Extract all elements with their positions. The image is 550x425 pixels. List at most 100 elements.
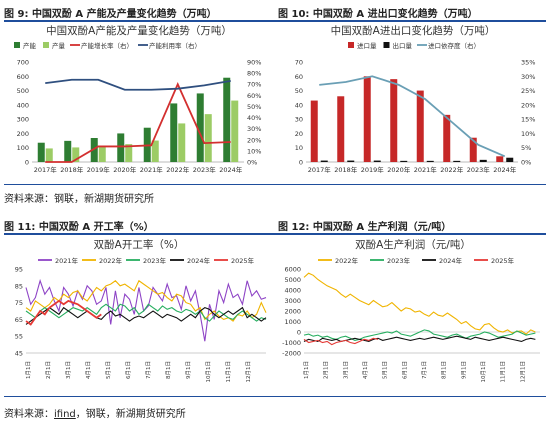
y-tick-right: 30% xyxy=(247,125,261,133)
bar-出口量-2020年 xyxy=(400,160,408,162)
y-tick: 0 xyxy=(297,329,301,337)
y-tick-left: 30 xyxy=(295,116,303,124)
x-tick-label: 2020年 xyxy=(387,165,411,174)
y-tick-left: 700 xyxy=(17,59,29,67)
y-tick: 5000 xyxy=(284,276,301,284)
legend-label-0: 进口量 xyxy=(357,42,377,50)
y-tick-left: 400 xyxy=(17,101,29,109)
y-tick: 75 xyxy=(15,299,23,307)
x-tick-label: 1月1日 xyxy=(303,361,310,379)
figure-9-text: 中国双酚 A 产能及产量变化趋势（万吨） xyxy=(31,9,217,20)
chart-title: 双酚A生产利润（元/吨） xyxy=(355,238,471,251)
bar-产量-2024年 xyxy=(231,100,239,162)
x-tick-label: 11月1日 xyxy=(500,361,507,383)
y-tick-right: 15% xyxy=(521,116,535,124)
y-tick-left: 500 xyxy=(17,87,29,95)
x-tick-label: 2021年 xyxy=(414,165,438,174)
legend-swatch-1 xyxy=(383,42,390,48)
bar-进口量-2018年 xyxy=(337,96,345,162)
y-tick-left: 50 xyxy=(295,87,303,95)
chart-title: 中国双酚A进出口变化趋势（万吨） xyxy=(331,24,496,37)
y-tick-left: 60 xyxy=(295,73,303,81)
y-tick-left: 300 xyxy=(17,116,29,124)
bar-出口量-2019年 xyxy=(373,160,381,162)
legend-label-2024年: 2024年 xyxy=(439,256,463,265)
bar-进口量-2023年 xyxy=(469,137,477,162)
x-tick-label: 1月1日 xyxy=(25,361,32,379)
y-tick-left: 70 xyxy=(295,59,303,67)
y-tick: -1000 xyxy=(282,339,301,347)
bar-进口量-2020年 xyxy=(390,79,398,162)
line-2023年 xyxy=(25,303,267,322)
bar-产量-2017年 xyxy=(45,148,53,162)
bar-出口量-2021年 xyxy=(426,160,434,162)
bar-出口量-2022年 xyxy=(453,160,461,162)
x-tick-label: 4月1日 xyxy=(85,361,92,379)
bar-进口量-2017年 xyxy=(310,100,318,162)
legend-label-2025年: 2025年 xyxy=(231,256,255,265)
line-2022年 xyxy=(25,279,267,322)
figure-11-text: 中国双酚 A 开工率（%） xyxy=(38,222,154,233)
x-tick-label: 9月1日 xyxy=(185,361,192,379)
source-prefix: 资料来源： xyxy=(4,409,54,420)
line-2021年 xyxy=(25,278,267,342)
chart-title: 双酚A开工率（%） xyxy=(94,238,185,251)
x-tick-label: 10月1日 xyxy=(480,361,487,383)
y-tick: 45 xyxy=(15,350,23,358)
y-tick-left: 0 xyxy=(299,159,303,167)
x-tick-label: 2月1日 xyxy=(323,361,330,379)
bar-产量-2021年 xyxy=(151,140,159,162)
chart-utilization: 双酚A开工率（%） 2021年 2022年 2023年 2024年 2025年 45 55 65… xyxy=(4,235,274,385)
bar-出口量-2017年 xyxy=(320,160,328,162)
y-tick-left: 20 xyxy=(295,130,303,138)
chart-import-export: 中国双酚A进出口变化趋势（万吨） 进口量 出口量 进口依存度（右） 0 10 20 30 40 5… xyxy=(278,22,548,182)
top-divider xyxy=(4,20,546,22)
y-tick-left: 600 xyxy=(17,73,29,81)
x-tick-label: 2023年 xyxy=(467,165,491,174)
legend-label-2022年: 2022年 xyxy=(335,256,359,265)
y-tick: 2000 xyxy=(284,308,301,316)
line-进口依存度（右） xyxy=(319,75,506,158)
legend-label-2022年: 2022年 xyxy=(99,256,123,265)
line-2024年 xyxy=(25,306,267,325)
bar-产能-2017年 xyxy=(37,142,45,162)
source-ifind-link[interactable]: ifind xyxy=(54,409,76,420)
y-tick-left: 0 xyxy=(25,159,29,167)
y-tick-right: 40% xyxy=(247,114,261,122)
y-tick-right: 0% xyxy=(247,159,257,167)
y-tick-left: 100 xyxy=(17,144,29,152)
bar-产能-2022年 xyxy=(170,103,178,162)
x-tick-label: 6月1日 xyxy=(125,361,132,379)
legend-label-2023年: 2023年 xyxy=(387,256,411,265)
bar-产能-2018年 xyxy=(64,140,72,162)
x-tick-label: 6月1日 xyxy=(401,361,408,379)
legend-label-3: 产能利用率（右） xyxy=(149,41,201,50)
figure-10-text: 中国双酚 A 进出口变化趋势（万吨） xyxy=(312,9,478,20)
bar-产能-2019年 xyxy=(90,138,98,162)
x-tick-label: 2024年 xyxy=(493,165,517,174)
x-tick-label: 3月1日 xyxy=(342,361,349,379)
y-tick-right: 10% xyxy=(521,130,535,138)
y-tick: 55 xyxy=(15,333,23,341)
y-tick: 65 xyxy=(15,316,23,324)
legend-label-2: 进口依存度（右） xyxy=(428,41,480,50)
bar-出口量-2018年 xyxy=(347,160,355,162)
bar-产量-2020年 xyxy=(125,144,133,162)
x-tick-label: 2018年 xyxy=(334,165,358,174)
x-tick-label: 2017年 xyxy=(308,165,332,174)
x-tick-label: 4月1日 xyxy=(362,361,369,379)
figure-9-title: 图 9: 中国双酚 A 产能及产量变化趋势（万吨） xyxy=(4,5,217,20)
legend-swatch-1 xyxy=(43,42,49,48)
y-tick: 6000 xyxy=(284,266,301,274)
legend-label-2024年: 2024年 xyxy=(187,256,211,265)
legend-label-0: 产能 xyxy=(23,41,37,50)
source-divider-bottom xyxy=(4,396,546,397)
x-tick-label: 2月1日 xyxy=(45,361,52,379)
figure-10-label: 图 10: xyxy=(278,9,310,20)
y-tick-right: 80% xyxy=(247,70,261,78)
bar-出口量-2024年 xyxy=(506,157,514,162)
bar-进口量-2024年 xyxy=(496,156,504,162)
x-tick-label: 12月1日 xyxy=(245,361,252,383)
y-tick-right: 70% xyxy=(247,81,261,89)
y-tick-right: 20% xyxy=(521,101,535,109)
